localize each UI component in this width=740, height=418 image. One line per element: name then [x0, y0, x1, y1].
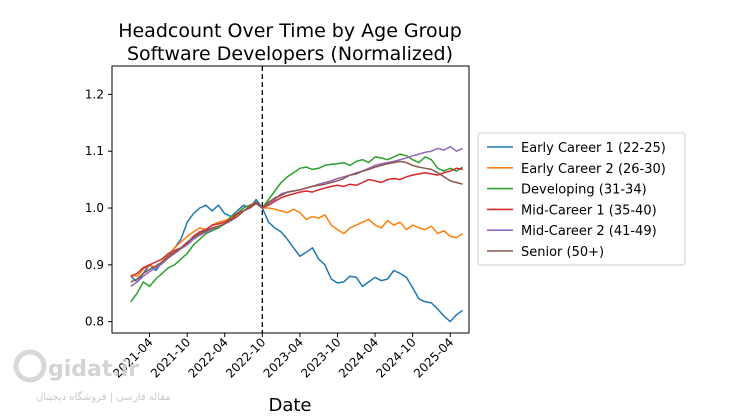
- x-tick-label: 2025-04: [411, 335, 456, 380]
- watermark-tagline: مقاله فارسی | فروشگاه دیجیتال: [36, 391, 171, 403]
- watermark-logo: gidat.ir مقاله فارسی | فروشگاه دیجیتال: [13, 349, 171, 403]
- series-group: [130, 145, 464, 323]
- y-tick-label: 0.8: [85, 315, 104, 329]
- legend-box: [477, 132, 686, 266]
- y-axis: 0.8 0.9 1.0 1.1 1.2: [85, 87, 112, 329]
- y-tick-label: 1.2: [85, 87, 104, 101]
- series-line-2: [130, 201, 464, 277]
- legend-label: Mid-Career 1 (35-40): [521, 203, 657, 218]
- legend-label: Mid-Career 2 (41-49): [521, 224, 657, 239]
- x-tick-label: 2024-04: [336, 335, 381, 380]
- legend: Early Career 1 (22-25) Early Career 2 (26…: [477, 132, 686, 266]
- y-tick-label: 1.0: [85, 201, 104, 215]
- series-line-1: [130, 198, 464, 323]
- chart-subtitle: Software Developers (Normalized): [127, 43, 453, 65]
- x-tick-label: 2023-10: [298, 335, 343, 380]
- x-axis: 2021-042021-102022-042022-102023-042023-…: [110, 333, 456, 381]
- series-line-6: [130, 160, 463, 283]
- watermark-logo-text: gidat.ir: [48, 357, 139, 382]
- legend-label: Developing (31-34): [521, 183, 647, 198]
- plot-area: [111, 65, 470, 334]
- x-tick-label: 2021-10: [148, 335, 193, 380]
- logo-ring-icon: [13, 349, 47, 383]
- x-axis-label: Date: [268, 395, 311, 416]
- x-tick-label: 2022-10: [223, 335, 268, 380]
- y-tick-label: 0.9: [85, 258, 104, 272]
- x-tick-label: 2024-10: [373, 335, 418, 380]
- series-line-3: [130, 153, 464, 303]
- y-tick-label: 1.1: [85, 144, 104, 158]
- chart-title: Headcount Over Time by Age Group: [118, 20, 462, 42]
- x-tick-label: 2023-04: [261, 335, 306, 380]
- legend-label: Senior (50+): [521, 245, 604, 260]
- legend-label: Early Career 1 (22-25): [521, 141, 666, 156]
- legend-label: Early Career 2 (26-30): [521, 162, 666, 177]
- x-tick-label: 2022-04: [186, 335, 231, 380]
